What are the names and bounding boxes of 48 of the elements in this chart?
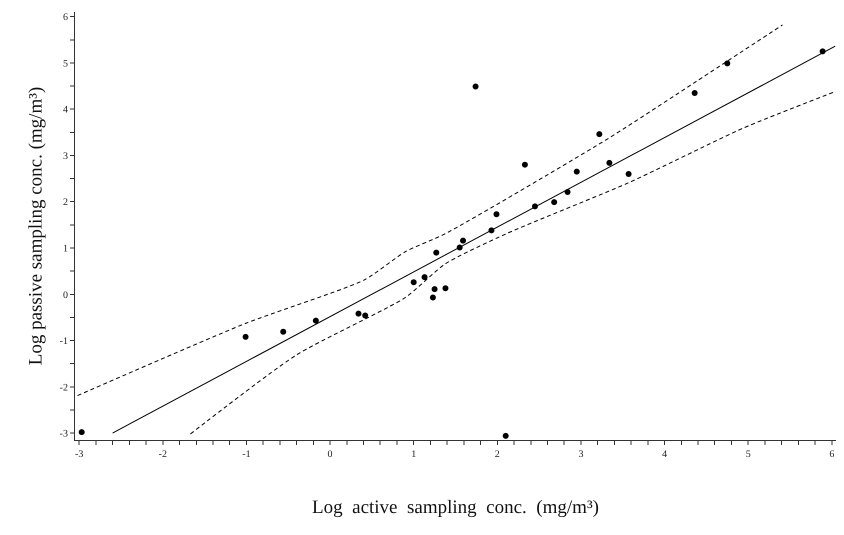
point xyxy=(574,168,580,175)
point xyxy=(362,312,368,319)
x-tick-label: 0 xyxy=(328,449,333,460)
point xyxy=(472,84,479,90)
x-tick-label: 4 xyxy=(662,449,668,460)
x-tick-label: 3 xyxy=(578,449,584,460)
point xyxy=(430,294,436,300)
point xyxy=(626,170,632,177)
y-tick-label: 5 xyxy=(63,58,68,70)
point xyxy=(355,310,362,317)
y-tick-label: 1 xyxy=(63,243,68,254)
x-tick-label: 1 xyxy=(411,449,416,460)
point xyxy=(596,131,602,138)
x-tick-label: -1 xyxy=(242,449,251,460)
y-tick-label: 0 xyxy=(63,290,68,301)
point xyxy=(422,274,428,280)
y-tick-label: 6 xyxy=(63,12,68,24)
point xyxy=(312,318,319,324)
point xyxy=(460,238,466,244)
x-tick-label: 2 xyxy=(494,449,500,460)
point xyxy=(432,286,438,292)
x-axis-title: Log active sampling conc. (mg/m³) xyxy=(312,496,599,518)
point xyxy=(78,429,85,436)
point xyxy=(442,285,448,292)
x-tick-label: 6 xyxy=(829,449,834,460)
point xyxy=(280,328,286,335)
y-tick-label: 3 xyxy=(63,150,68,162)
point xyxy=(692,90,698,96)
y-tick-label: -1 xyxy=(60,336,68,348)
y-axis-title: Log passive sampling conc. (mg/m³) xyxy=(26,86,47,366)
x-tick-label: -3 xyxy=(75,449,84,460)
y-tick-label: -3 xyxy=(60,428,68,440)
line-series xyxy=(190,91,836,434)
y-tick-label: 4 xyxy=(63,104,68,116)
point xyxy=(433,250,440,256)
x-tick-label: 5 xyxy=(746,449,751,460)
y-tick-label: 2 xyxy=(63,197,68,208)
y-tick-label: -2 xyxy=(60,382,68,394)
point xyxy=(502,432,509,439)
x-tick-label: -2 xyxy=(158,449,167,460)
point xyxy=(551,199,558,206)
point xyxy=(493,211,500,218)
point xyxy=(606,160,612,166)
line-series xyxy=(77,24,783,396)
point xyxy=(522,162,528,168)
point xyxy=(724,60,730,66)
point xyxy=(242,334,249,340)
point xyxy=(410,279,417,286)
